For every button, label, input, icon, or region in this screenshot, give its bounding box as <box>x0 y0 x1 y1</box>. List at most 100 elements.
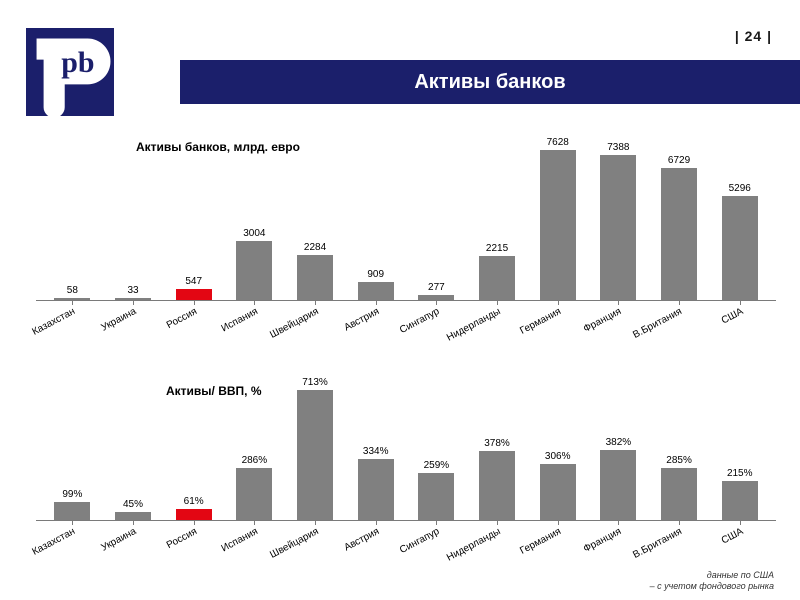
bar-value-label: 382% <box>606 437 632 448</box>
category-label: Австрия <box>342 306 381 334</box>
bar-group: 334%Австрия <box>345 446 406 520</box>
bar-value-label: 378% <box>484 438 510 449</box>
page-number: | 24 | <box>735 28 772 44</box>
bar-group: 547Россия <box>163 276 224 300</box>
bar-group: 382%Франция <box>588 437 649 520</box>
bar-value-label: 3004 <box>243 228 265 239</box>
bar-value-label: 33 <box>127 285 138 296</box>
bar-group: 259%Сингапур <box>406 460 467 520</box>
category-label: Швейцария <box>268 306 320 341</box>
bar-group: 2284Швейцария <box>285 242 346 300</box>
tick <box>436 300 437 305</box>
tick <box>133 300 134 305</box>
category-label: Украина <box>99 526 138 554</box>
bar-group: 33Украина <box>103 285 164 300</box>
category-label: Нидерланды <box>445 526 503 564</box>
bar <box>540 464 576 520</box>
logo: pb <box>26 28 114 116</box>
category-label: Швейцария <box>268 526 320 561</box>
bar <box>418 473 454 520</box>
bar-value-label: 61% <box>184 496 204 507</box>
tick <box>376 520 377 525</box>
bar <box>540 150 576 300</box>
bar-value-label: 7628 <box>547 137 569 148</box>
bar-group: 285%В.Британия <box>649 455 710 520</box>
bar-group: 7628Германия <box>527 137 588 300</box>
bar <box>358 282 394 300</box>
tick <box>618 520 619 525</box>
page-title: Активы банков <box>414 71 565 94</box>
tick <box>497 300 498 305</box>
category-label: Казахстан <box>31 526 78 558</box>
tick <box>315 520 316 525</box>
bar-value-label: 334% <box>363 446 389 457</box>
bar-value-label: 215% <box>727 468 753 479</box>
tick <box>558 300 559 305</box>
bar-group: 378%Нидерланды <box>467 438 528 520</box>
bar <box>54 502 90 520</box>
bar-group: 909Австрия <box>345 269 406 300</box>
bar-group: 99%Казахстан <box>42 489 103 520</box>
tick <box>679 520 680 525</box>
bar-group: 306%Германия <box>527 451 588 520</box>
footnote: данные по США – с учетом фондового рынка <box>650 570 774 592</box>
category-label: В.Британия <box>632 306 685 341</box>
title-bar: Активы банков <box>180 60 800 104</box>
bar <box>479 256 515 300</box>
tick <box>497 520 498 525</box>
bar <box>479 451 515 520</box>
bar <box>176 509 212 520</box>
tick <box>254 520 255 525</box>
tick <box>72 520 73 525</box>
category-label: Германия <box>518 526 563 557</box>
bar-value-label: 547 <box>185 276 202 287</box>
tick <box>618 300 619 305</box>
chart1-plot: 58Казахстан33Украина547Россия3004Испания… <box>36 130 776 301</box>
tick <box>558 520 559 525</box>
category-label: Украина <box>99 306 138 334</box>
tick <box>194 520 195 525</box>
bar-group: 61%Россия <box>163 496 224 520</box>
bar <box>358 459 394 520</box>
bar-value-label: 7388 <box>607 142 629 153</box>
bar-value-label: 45% <box>123 499 143 510</box>
category-label: Франция <box>582 526 623 555</box>
category-label: Испания <box>219 526 259 554</box>
category-label: В.Британия <box>632 526 685 561</box>
category-label: Австрия <box>342 526 381 554</box>
bar-group: 6729В.Британия <box>649 155 710 300</box>
category-label: Германия <box>518 306 563 337</box>
bar-group: 215%США <box>709 468 770 520</box>
tick <box>133 520 134 525</box>
bar-value-label: 277 <box>428 282 445 293</box>
category-label: Сингапур <box>398 526 441 556</box>
bar-group: 713%Швейцария <box>285 377 346 520</box>
footnote-line1: данные по США <box>650 570 774 581</box>
bar-value-label: 909 <box>367 269 384 280</box>
category-label: США <box>719 306 745 327</box>
bar <box>297 255 333 300</box>
bar <box>600 155 636 300</box>
bar-value-label: 2215 <box>486 243 508 254</box>
bar-value-label: 5296 <box>729 183 751 194</box>
bar <box>600 450 636 520</box>
category-label: Сингапур <box>398 306 441 336</box>
bar <box>661 168 697 300</box>
bar <box>297 390 333 520</box>
bar <box>722 196 758 300</box>
bar-group: 286%Испания <box>224 455 285 520</box>
bar-value-label: 285% <box>666 455 692 466</box>
bar-group: 2215Нидерланды <box>467 243 528 300</box>
category-label: Франция <box>582 306 623 335</box>
svg-text:pb: pb <box>61 46 94 79</box>
tick <box>740 520 741 525</box>
category-label: Испания <box>219 306 259 334</box>
category-label: Нидерланды <box>445 306 503 344</box>
tick <box>315 300 316 305</box>
bar <box>115 512 151 520</box>
bar-group: 45%Украина <box>103 499 164 520</box>
tick <box>254 300 255 305</box>
tick <box>436 520 437 525</box>
bar <box>176 289 212 300</box>
bar-group: 7388Франция <box>588 142 649 300</box>
